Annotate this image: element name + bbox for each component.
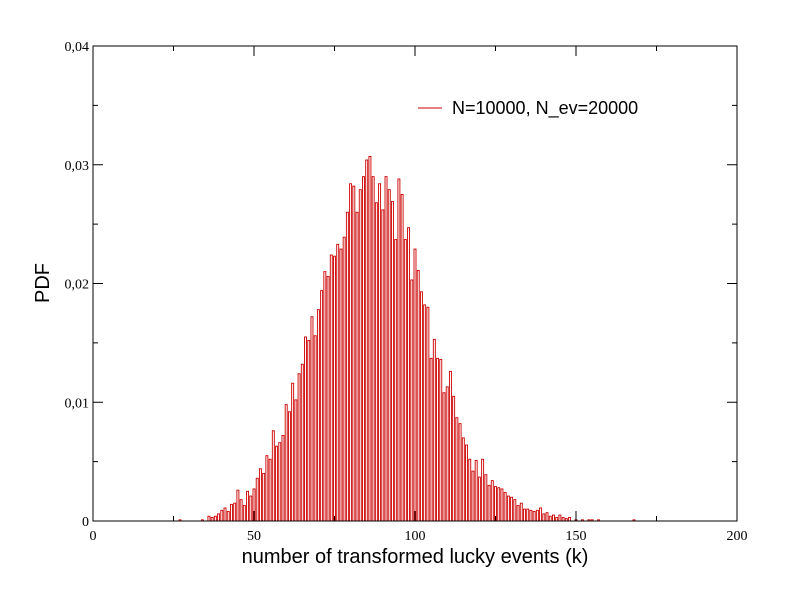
x-axis-title: number of transformed lucky events (k)	[242, 546, 589, 568]
y-tick-label: 0,01	[65, 396, 90, 411]
y-tick-label: 0,02	[65, 278, 90, 293]
y-tick-label: 0,03	[65, 159, 90, 174]
legend: N=10000, N_ev=20000	[418, 98, 638, 119]
y-axis-ticks: 0 0,01 0,02 0,03 0,04	[65, 40, 737, 530]
x-tick-label: 50	[247, 529, 261, 544]
x-tick-label: 0	[90, 529, 97, 544]
x-tick-label: 200	[727, 529, 748, 544]
y-tick-label: 0	[82, 515, 89, 530]
x-axis-ticks: 0 50 100 150 200	[90, 46, 748, 544]
y-tick-label: 0,04	[65, 40, 90, 55]
x-tick-label: 150	[566, 529, 587, 544]
x-tick-label: 100	[405, 529, 426, 544]
legend-label: N=10000, N_ev=20000	[452, 98, 638, 119]
y-axis-title: PDF	[32, 263, 54, 303]
